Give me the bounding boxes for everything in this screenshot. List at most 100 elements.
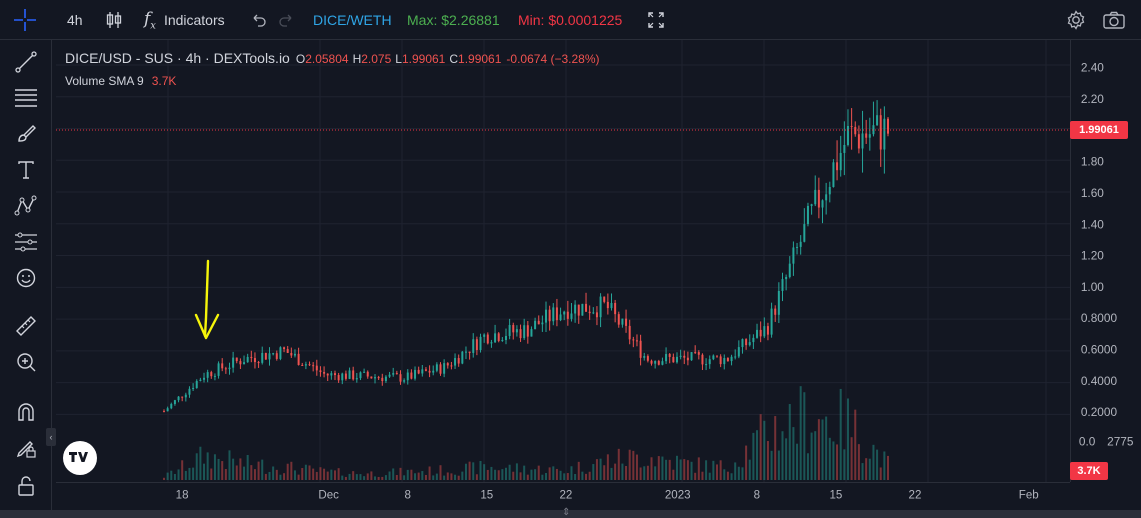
volume-bar [275,469,278,480]
candle-body [814,189,817,205]
ohlc-l-label: L [395,52,402,66]
volume-bar [599,458,602,480]
trendline-icon[interactable] [10,46,42,78]
ohlc-h-label: H [352,52,362,66]
emoji-icon[interactable] [10,262,42,294]
tv-logo-icon[interactable] [63,441,97,475]
pattern-icon[interactable] [10,190,42,222]
ruler-icon[interactable] [10,310,42,342]
redo-icon[interactable] [278,0,296,40]
ohlc-h-value: 2.075 [361,52,392,66]
magnet-icon[interactable] [10,396,42,428]
candle-body [577,304,580,316]
volume-bar [595,459,598,480]
candle-body [374,377,377,379]
price-tick-label: 0.2000 [1081,405,1118,419]
volume-bar [672,469,675,480]
volume-bars [163,386,889,480]
candle-body [719,356,722,365]
candle-body [199,379,202,381]
candle-body [508,325,511,336]
volume-bar [166,472,169,480]
volume-tag: 3.7K [1070,462,1108,480]
candle-body [352,370,355,380]
indicators-button[interactable]: fx Indicators [144,0,225,40]
volume-bar [333,470,336,480]
volume-bar [577,461,580,480]
candle-body [450,365,453,367]
candle-body [355,378,358,380]
brush-icon[interactable] [10,118,42,150]
volume-bar [730,473,733,480]
time-tick-label: 15 [480,489,493,501]
volume-bar [392,468,395,480]
candle-body [566,311,569,319]
volume-bar [825,416,828,480]
candle-body [213,375,216,377]
candle-body [541,322,544,325]
forecast-icon[interactable] [10,226,42,258]
volume-bar [850,437,853,480]
fib-icon[interactable] [10,82,42,114]
candle-body [599,296,602,318]
candle-body [166,408,169,412]
camera-icon[interactable] [1102,0,1126,40]
candle-body [817,189,820,208]
candle-body [253,358,256,363]
volume-bar [312,468,315,480]
volume-bar [163,477,165,480]
fullscreen-icon[interactable] [647,0,665,40]
volume-bar [879,467,882,480]
volume-bar [748,459,751,480]
volume-value: 3.7K [151,74,177,88]
volume-bar [439,465,442,480]
volume-bar [654,466,657,480]
zoom-icon[interactable] [10,346,42,378]
lock-draw-icon[interactable] [10,432,42,464]
volume-bar [665,459,668,480]
candle-body [643,356,646,358]
candle-body [421,369,424,374]
price-tick-label: 1.40 [1081,217,1104,231]
candle-style-icon[interactable] [104,0,124,40]
text-icon[interactable] [10,154,42,186]
candle-body [861,133,864,149]
candle-body [377,377,380,379]
candle-body [828,187,831,195]
pair-selector[interactable]: DICE/WETH [313,12,392,28]
interval-button[interactable]: 4h [67,12,83,28]
volume-bar [290,461,293,480]
crosshair-icon[interactable] [12,0,38,40]
candle-body [879,115,882,150]
lock-icon[interactable] [10,470,42,502]
candle-body [268,353,271,360]
volume-bar [857,444,860,480]
price-axis[interactable]: 2.402.202.001.801.601.401.201.000.80000.… [1070,40,1141,482]
candle-body [275,353,278,359]
settings-icon[interactable] [1065,0,1087,40]
symbol-title: DICE/USD - SUS · 4h · DEXTools.io [65,50,290,66]
collapse-arrow-icon[interactable]: ⇕ [562,507,571,518]
candle-body [184,394,187,398]
time-tick-label: Dec [318,489,339,501]
candle-body [825,194,828,201]
volume-bar [868,458,871,480]
volume-bar [719,460,722,480]
volume-bar [293,470,296,480]
price-chart[interactable] [56,40,1070,482]
undo-icon[interactable] [249,0,267,40]
volume-bar [606,454,609,480]
collapse-arrow-icon[interactable]: ‹ [46,428,56,446]
candle-body [384,376,387,382]
price-tick-label: 1.80 [1081,155,1104,169]
volume-bar [363,476,366,480]
ohlc-c-label: C [449,52,459,66]
volume-bar [381,476,384,480]
time-axis[interactable]: 18 Dec 8 15 22 2023 8 15 22 Feb [56,482,1070,510]
volume-bar [887,455,889,480]
candle-body [555,307,558,321]
volume-bar [224,469,227,480]
candle-body [286,349,289,353]
candle-body [264,352,267,360]
candle-body [737,347,740,357]
